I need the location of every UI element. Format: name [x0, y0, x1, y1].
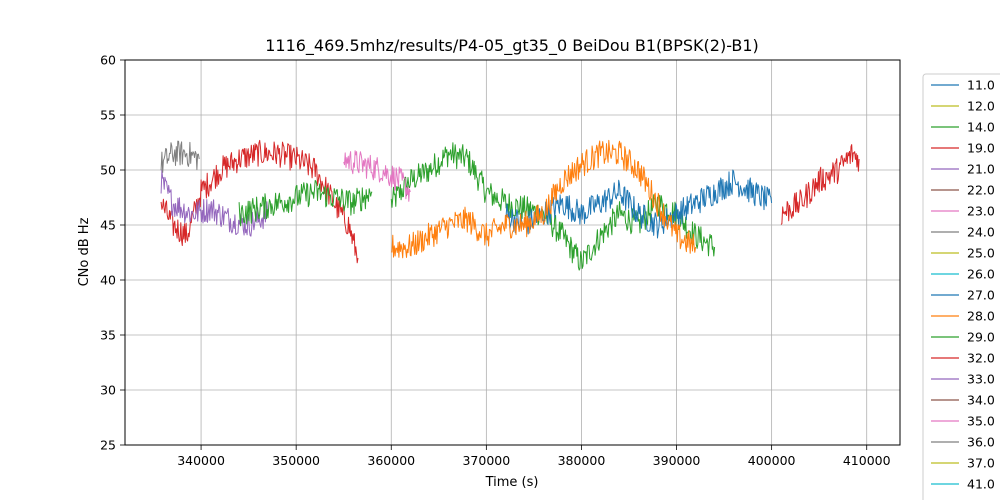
series-line [343, 150, 411, 202]
legend: 11.0 12.0 14.0 19.0 21.0 22.0 23.0 24.0 25.0 26.0… [922, 73, 1000, 500]
legend-label: 14.0 [967, 120, 995, 135]
y-tick-label: 50 [100, 163, 116, 178]
x-tick-label: 360000 [367, 453, 415, 468]
legend-label: 32.0 [967, 351, 995, 366]
legend-label: 33.0 [967, 372, 995, 387]
y-axis-label: CNo dB Hz [77, 217, 92, 286]
plot-frame [124, 59, 901, 446]
legend-label: 28.0 [967, 309, 995, 324]
series-line [780, 144, 860, 225]
legend-label: 24.0 [967, 225, 995, 240]
legend-label: 25.0 [967, 246, 995, 261]
legend-label: 11.0 [967, 78, 995, 93]
series-line [160, 140, 200, 173]
y-tick-label: 45 [100, 218, 116, 233]
series-line [504, 169, 773, 239]
x-axis-label: Time (s) [485, 475, 539, 490]
y-axis-ticks: 25 30 35 40 45 50 55 60 [100, 53, 125, 453]
y-tick-label: 25 [100, 438, 116, 453]
legend-label: 19.0 [967, 141, 995, 156]
legend-label: 36.0 [967, 435, 995, 450]
legend-label: 21.0 [967, 162, 995, 177]
legend-label: 41.0 [967, 477, 995, 492]
legend-label: 29.0 [967, 330, 995, 345]
legend-label: 42.0 [967, 498, 995, 500]
y-tick-label: 60 [100, 53, 116, 68]
legend-label: 35.0 [967, 414, 995, 429]
legend-label: 22.0 [967, 183, 995, 198]
y-tick-label: 40 [100, 273, 116, 288]
series-line [160, 169, 269, 237]
x-tick-label: 380000 [558, 453, 606, 468]
series-line [391, 139, 697, 259]
legend-label: 12.0 [967, 99, 995, 114]
x-tick-label: 400000 [748, 453, 796, 468]
series-line [238, 179, 373, 227]
legend-label: 34.0 [967, 393, 995, 408]
legend-label: 27.0 [967, 288, 995, 303]
plot-area [125, 60, 900, 445]
legend-label: 26.0 [967, 267, 995, 282]
x-tick-label: 350000 [272, 453, 320, 468]
legend-box [922, 73, 1000, 500]
x-tick-label: 370000 [462, 453, 510, 468]
x-tick-label: 390000 [653, 453, 701, 468]
y-tick-label: 55 [100, 108, 116, 123]
series-line [160, 139, 359, 264]
legend-label: 37.0 [967, 456, 995, 471]
series-line [390, 142, 716, 271]
legend-label: 23.0 [967, 204, 995, 219]
x-axis-ticks: 340000 350000 360000 370000 380000 390000 4000… [177, 445, 891, 468]
chart-title: 1116_469.5mhz/results/P4-05_gt35_0 BeiDo… [265, 36, 759, 56]
y-tick-label: 35 [100, 328, 116, 343]
series-layer [160, 139, 860, 271]
x-tick-label: 340000 [177, 453, 225, 468]
y-tick-label: 30 [100, 383, 116, 398]
x-tick-label: 410000 [843, 453, 891, 468]
